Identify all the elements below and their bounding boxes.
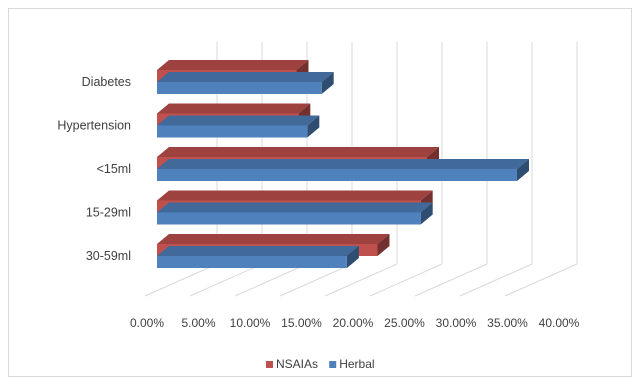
floor-gridline: [279, 263, 353, 297]
bar-herbal-4: [157, 246, 359, 268]
bar-herbal-2: [157, 159, 529, 181]
x-tick-label: 10.00%: [230, 316, 271, 330]
floor-gridline: [234, 263, 308, 297]
legend-label-nsaias: NSAIAs: [276, 357, 318, 371]
legend-swatch-nsaias: [266, 361, 273, 368]
floor-gridline: [414, 263, 488, 297]
category-label: <15ml: [97, 162, 131, 176]
x-tick-labels: 0.00% 5.00% 10.00% 15.00% 20.00% 25.00% 30.00%…: [130, 316, 580, 330]
bar-herbal-0: [157, 72, 334, 94]
floor-gridline: [144, 263, 218, 297]
category-label: Hypertension: [57, 119, 131, 133]
floor-gridline: [369, 263, 443, 297]
bars: [157, 60, 529, 268]
floor-gridline: [459, 263, 533, 297]
floor-gridline: [504, 263, 578, 297]
category-label: Diabetes: [82, 75, 131, 89]
floor-gridline: [189, 263, 263, 297]
category-labels: Diabetes Hypertension <15ml 15-29ml 30-59ml: [57, 75, 131, 263]
x-tick-label: 40.00%: [539, 316, 580, 330]
legend-swatch-herbal: [329, 361, 337, 368]
bar-herbal-3: [157, 202, 433, 225]
floor-gridline: [324, 263, 398, 297]
x-tick-label: 25.00%: [384, 316, 425, 330]
x-tick-label: 5.00%: [181, 316, 215, 330]
category-label: 30-59ml: [86, 249, 131, 263]
category-label: 15-29ml: [86, 206, 131, 220]
legend-label-herbal: Herbal: [339, 357, 374, 371]
legend: NSAIAs Herbal: [266, 357, 375, 371]
x-tick-label: 0.00%: [130, 316, 164, 330]
x-tick-label: 15.00%: [281, 316, 322, 330]
x-tick-label: 35.00%: [487, 316, 528, 330]
x-tick-label: 30.00%: [436, 316, 477, 330]
x-tick-label: 20.00%: [333, 316, 374, 330]
bar-herbal-1: [157, 115, 320, 138]
